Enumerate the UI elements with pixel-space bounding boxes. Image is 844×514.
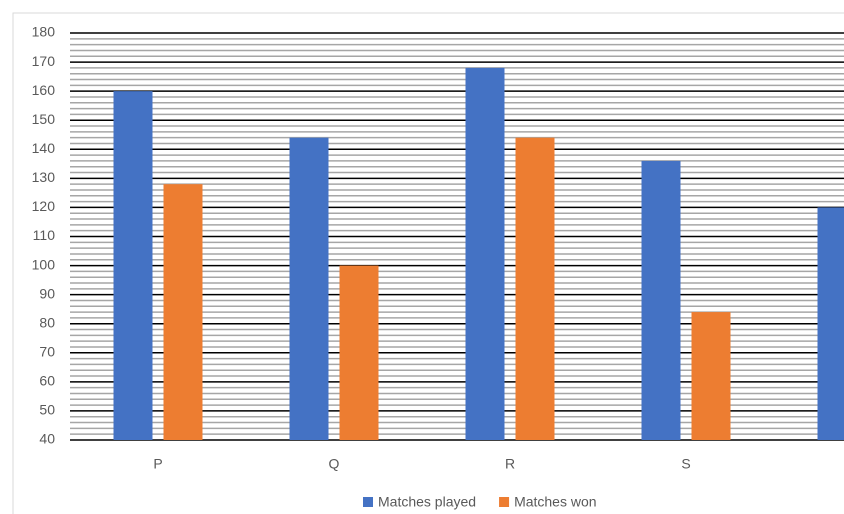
y-tick-label: 140 [32,140,56,156]
y-tick-label: 180 [32,24,56,40]
bar [113,91,153,441]
y-tick-label: 130 [32,169,56,185]
y-tick-label: 150 [32,111,56,127]
bar [339,265,379,440]
y-tick-label: 90 [39,285,55,301]
y-tick-label: 50 [39,402,55,418]
y-tick-label: 100 [32,256,56,272]
x-tick-label: P [153,456,162,472]
legend-swatch [363,497,373,507]
y-tick-label: 160 [32,82,56,98]
legend-label: Matches won [514,494,596,510]
x-tick-label: Q [329,456,340,472]
y-tick-label: 70 [39,343,55,359]
bar [465,67,505,440]
bar [691,312,731,440]
y-tick-label: 110 [33,227,56,243]
y-tick-label: 80 [39,314,55,330]
bar [163,184,203,440]
y-tick-label: 170 [32,53,56,69]
legend-label: Matches played [378,494,476,510]
y-tick-label: 120 [32,198,56,214]
bar [289,137,329,440]
x-tick-label: R [505,456,515,472]
legend-swatch [499,497,510,507]
x-tick-label: S [681,456,690,472]
y-tick-label: 40 [39,431,55,447]
bar [515,137,555,440]
bar [641,160,681,440]
bar [817,207,844,440]
y-tick-label: 60 [39,373,55,389]
